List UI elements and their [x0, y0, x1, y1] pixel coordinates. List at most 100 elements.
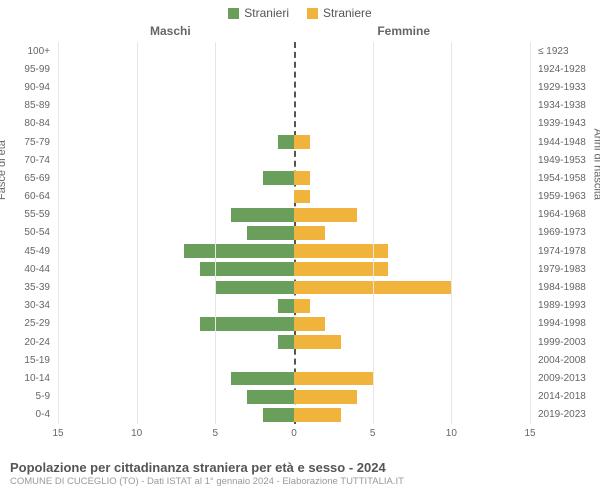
age-row — [58, 260, 530, 278]
age-row — [58, 188, 530, 206]
y-tick-age: 40-44 — [6, 260, 54, 278]
y-tick-birth: 1929-1933 — [534, 78, 594, 96]
bar-female — [294, 299, 310, 313]
y-tick-age: 60-64 — [6, 188, 54, 206]
gridline — [215, 42, 216, 424]
x-tick: 0 — [291, 428, 297, 439]
y-tick-age: 70-74 — [6, 151, 54, 169]
bars-container — [58, 42, 530, 424]
chart-title: Popolazione per cittadinanza straniera p… — [10, 460, 590, 475]
bar-female — [294, 226, 325, 240]
bar-male — [200, 317, 294, 331]
bar-female — [294, 135, 310, 149]
y-tick-birth: 1994-1998 — [534, 315, 594, 333]
x-tick: 15 — [524, 428, 535, 439]
x-tick: 15 — [52, 428, 63, 439]
legend-male: Stranieri — [228, 6, 289, 20]
y-tick-birth: 1989-1993 — [534, 297, 594, 315]
age-row — [58, 278, 530, 296]
gridline — [58, 42, 59, 424]
y-tick-birth: 1954-1958 — [534, 169, 594, 187]
bar-male — [231, 372, 294, 386]
y-tick-birth: 1974-1978 — [534, 242, 594, 260]
y-tick-birth: 1999-2003 — [534, 333, 594, 351]
bar-female — [294, 190, 310, 204]
gridline — [373, 42, 374, 424]
y-tick-age: 85-89 — [6, 97, 54, 115]
bar-female — [294, 372, 373, 386]
x-tick: 10 — [131, 428, 142, 439]
y-tick-age: 0-4 — [6, 406, 54, 424]
y-tick-age: 35-39 — [6, 278, 54, 296]
chart-subtitle: COMUNE DI CUCEGLIO (TO) - Dati ISTAT al … — [10, 476, 590, 487]
gridline — [451, 42, 452, 424]
chart-footer: Popolazione per cittadinanza straniera p… — [0, 460, 600, 491]
y-tick-birth: 2014-2018 — [534, 388, 594, 406]
y-tick-age: 65-69 — [6, 169, 54, 187]
y-axis-right: ≤ 19231924-19281929-19331934-19381939-19… — [534, 42, 594, 424]
gridline — [137, 42, 138, 424]
bar-female — [294, 244, 388, 258]
y-axis-left: 100+95-9990-9485-8980-8475-7970-7465-696… — [6, 42, 54, 424]
age-row — [58, 224, 530, 242]
bar-female — [294, 408, 341, 422]
age-row — [58, 351, 530, 369]
bar-male — [263, 408, 294, 422]
y-tick-birth: 2009-2013 — [534, 369, 594, 387]
bar-male — [263, 171, 294, 185]
age-row — [58, 60, 530, 78]
y-tick-age: 80-84 — [6, 115, 54, 133]
y-tick-age: 100+ — [6, 42, 54, 60]
age-row — [58, 406, 530, 424]
x-axis: 05510101515 — [58, 428, 530, 442]
legend-female-swatch — [307, 8, 318, 19]
y-tick-age: 30-34 — [6, 297, 54, 315]
y-tick-birth: 1944-1948 — [534, 133, 594, 151]
age-row — [58, 242, 530, 260]
bar-male — [200, 262, 294, 276]
y-tick-age: 20-24 — [6, 333, 54, 351]
female-half-title: Femmine — [377, 24, 430, 38]
y-tick-age: 25-29 — [6, 315, 54, 333]
y-tick-age: 15-19 — [6, 351, 54, 369]
bar-male — [278, 335, 294, 349]
gridline — [530, 42, 531, 424]
y-tick-birth: 1969-1973 — [534, 224, 594, 242]
age-row — [58, 78, 530, 96]
y-tick-birth: ≤ 1923 — [534, 42, 594, 60]
y-tick-age: 55-59 — [6, 206, 54, 224]
age-row — [58, 369, 530, 387]
legend-female-label: Straniere — [323, 6, 372, 20]
y-tick-birth: 1939-1943 — [534, 115, 594, 133]
y-tick-birth: 1984-1988 — [534, 278, 594, 296]
age-row — [58, 133, 530, 151]
age-row — [58, 115, 530, 133]
x-tick: 5 — [213, 428, 219, 439]
y-tick-birth: 1979-1983 — [534, 260, 594, 278]
age-row — [58, 297, 530, 315]
age-row — [58, 206, 530, 224]
y-tick-birth: 2004-2008 — [534, 351, 594, 369]
population-pyramid-chart: Maschi Femmine Fasce di età Anni di nasc… — [0, 20, 600, 460]
bar-male — [247, 390, 294, 404]
male-half-title: Maschi — [150, 24, 191, 38]
bar-female — [294, 171, 310, 185]
bar-female — [294, 208, 357, 222]
y-tick-birth: 1959-1963 — [534, 188, 594, 206]
bar-male — [278, 135, 294, 149]
bar-male — [184, 244, 294, 258]
y-tick-age: 95-99 — [6, 60, 54, 78]
bar-male — [231, 208, 294, 222]
y-tick-age: 45-49 — [6, 242, 54, 260]
y-tick-age: 50-54 — [6, 224, 54, 242]
bar-male — [247, 226, 294, 240]
bar-male — [278, 299, 294, 313]
bar-female — [294, 335, 341, 349]
age-row — [58, 315, 530, 333]
age-row — [58, 169, 530, 187]
y-tick-birth: 2019-2023 — [534, 406, 594, 424]
legend-male-label: Stranieri — [244, 6, 289, 20]
legend-female: Straniere — [307, 6, 372, 20]
plot-area — [58, 42, 530, 424]
bar-male — [215, 281, 294, 295]
